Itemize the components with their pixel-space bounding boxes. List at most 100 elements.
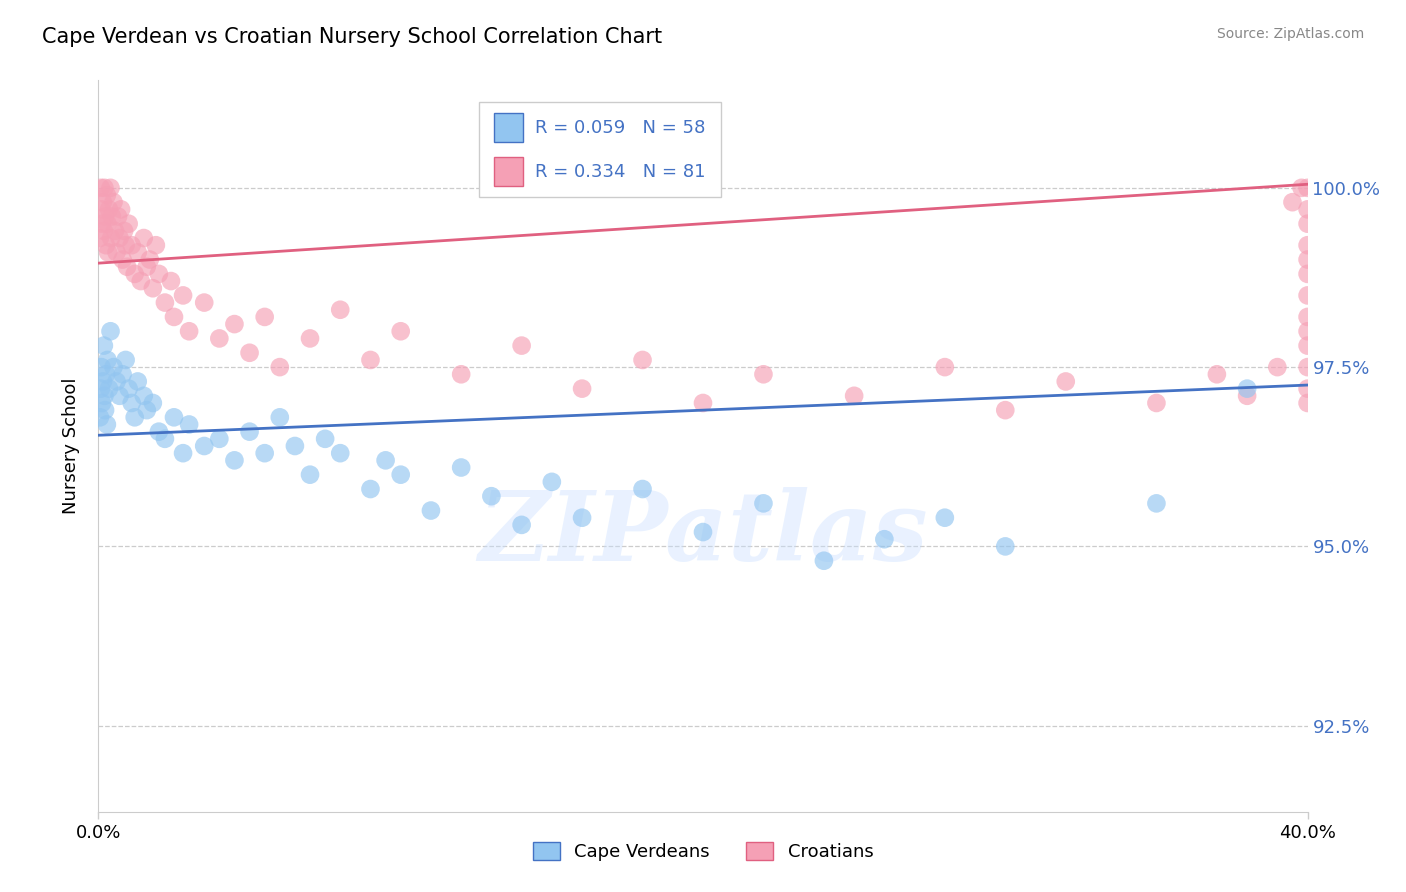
- Point: [1146, 396, 1168, 410]
- Point: [135, 260, 157, 274]
- Point: [1281, 195, 1303, 210]
- Point: [994, 540, 1017, 554]
- Point: [450, 368, 472, 382]
- Point: [844, 389, 866, 403]
- Point: [631, 353, 654, 368]
- Point: [208, 331, 231, 345]
- Point: [100, 181, 122, 195]
- Point: [96, 188, 118, 202]
- Point: [107, 210, 129, 224]
- Text: ZIPatlas: ZIPatlas: [478, 487, 928, 581]
- Point: [100, 231, 122, 245]
- Point: [132, 389, 155, 403]
- Point: [224, 317, 246, 331]
- Point: [269, 360, 291, 375]
- Point: [118, 217, 141, 231]
- Point: [89, 231, 111, 245]
- Point: [193, 295, 215, 310]
- Point: [389, 467, 412, 482]
- FancyBboxPatch shape: [494, 157, 523, 186]
- Point: [374, 453, 396, 467]
- Point: [108, 389, 131, 403]
- Point: [692, 524, 714, 539]
- Point: [104, 224, 127, 238]
- Point: [114, 353, 136, 368]
- Point: [124, 267, 146, 281]
- Point: [1291, 181, 1313, 195]
- Point: [934, 510, 956, 524]
- Point: [96, 417, 118, 432]
- Point: [540, 475, 562, 489]
- Text: Source: ZipAtlas.com: Source: ZipAtlas.com: [1216, 27, 1364, 41]
- Point: [94, 403, 117, 417]
- Point: [105, 245, 128, 260]
- Point: [253, 446, 276, 460]
- Point: [148, 267, 170, 281]
- Point: [98, 202, 121, 217]
- Point: [420, 503, 443, 517]
- Point: [93, 181, 115, 195]
- Point: [93, 389, 115, 403]
- Point: [90, 382, 112, 396]
- Point: [510, 338, 533, 352]
- Point: [360, 482, 382, 496]
- Point: [93, 338, 115, 352]
- Point: [90, 202, 112, 217]
- Point: [253, 310, 276, 324]
- Point: [97, 245, 120, 260]
- Point: [142, 396, 165, 410]
- Point: [111, 368, 134, 382]
- Point: [121, 396, 143, 410]
- Point: [108, 231, 131, 245]
- Point: [111, 252, 134, 267]
- Point: [1296, 310, 1319, 324]
- Point: [1296, 181, 1319, 195]
- Point: [94, 368, 117, 382]
- Point: [994, 403, 1017, 417]
- Point: [329, 446, 352, 460]
- Text: R = 0.059   N = 58: R = 0.059 N = 58: [534, 119, 706, 136]
- Point: [193, 439, 215, 453]
- Point: [299, 331, 322, 345]
- Point: [1236, 389, 1258, 403]
- FancyBboxPatch shape: [494, 113, 523, 143]
- Point: [163, 410, 186, 425]
- Point: [153, 432, 176, 446]
- Point: [172, 446, 194, 460]
- Point: [89, 410, 111, 425]
- Legend: Cape Verdeans, Croatians: Cape Verdeans, Croatians: [526, 835, 880, 869]
- Y-axis label: Nursery School: Nursery School: [62, 377, 80, 515]
- Point: [239, 345, 262, 359]
- Point: [121, 238, 143, 252]
- Point: [160, 274, 183, 288]
- Point: [1296, 238, 1319, 252]
- Point: [129, 274, 152, 288]
- Point: [93, 224, 115, 238]
- Point: [284, 439, 307, 453]
- Point: [510, 517, 533, 532]
- Point: [1296, 338, 1319, 352]
- Point: [1296, 360, 1319, 375]
- Point: [1296, 217, 1319, 231]
- Point: [1296, 202, 1319, 217]
- Point: [1296, 288, 1319, 302]
- Point: [110, 202, 132, 217]
- Point: [100, 324, 122, 338]
- Point: [873, 533, 896, 547]
- Point: [1146, 496, 1168, 510]
- Point: [1296, 267, 1319, 281]
- Point: [631, 482, 654, 496]
- Point: [145, 238, 167, 252]
- Point: [142, 281, 165, 295]
- Point: [127, 375, 149, 389]
- Point: [934, 360, 956, 375]
- Point: [153, 295, 176, 310]
- Point: [314, 432, 336, 446]
- Point: [135, 403, 157, 417]
- Point: [139, 252, 162, 267]
- Point: [1267, 360, 1289, 375]
- Point: [148, 425, 170, 439]
- Point: [163, 310, 186, 324]
- Point: [571, 382, 593, 396]
- Point: [329, 302, 352, 317]
